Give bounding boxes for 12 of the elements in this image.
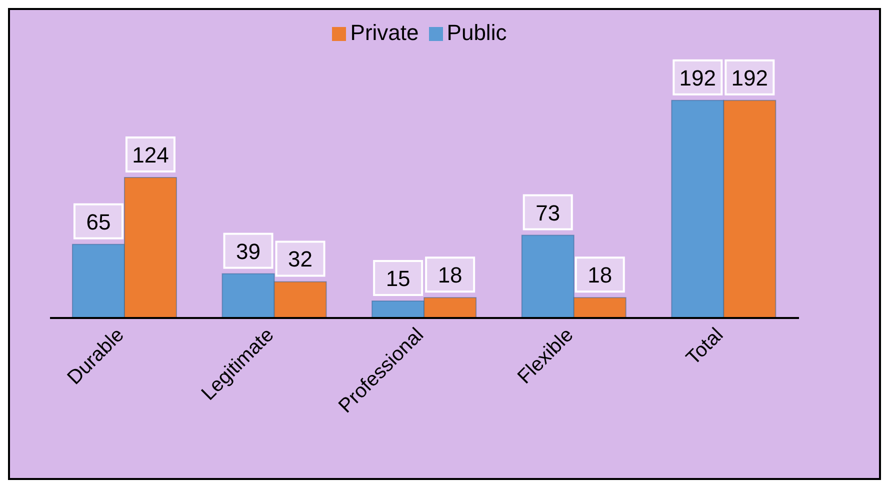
legend-label: Public bbox=[446, 20, 507, 45]
data-label: 39 bbox=[236, 238, 261, 264]
data-label: 124 bbox=[132, 142, 169, 168]
data-label: 65 bbox=[86, 209, 111, 234]
data-label: 18 bbox=[438, 262, 462, 288]
data-label: 192 bbox=[679, 65, 716, 90]
data-label: 15 bbox=[386, 266, 410, 291]
data-label: 73 bbox=[536, 200, 560, 226]
data-label: 192 bbox=[731, 65, 768, 90]
legend-label: Private bbox=[350, 20, 419, 45]
data-label: 18 bbox=[588, 262, 612, 288]
data-label: 32 bbox=[288, 246, 313, 272]
